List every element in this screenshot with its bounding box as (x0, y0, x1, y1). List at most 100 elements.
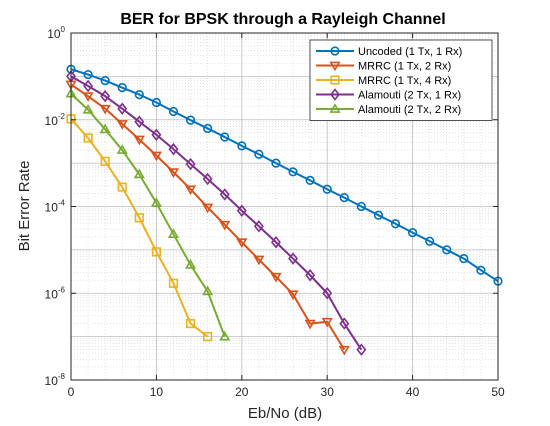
series-line (70, 83, 346, 351)
x-tick-label: 30 (321, 385, 335, 399)
data-point (100, 89, 111, 103)
data-point (254, 149, 264, 159)
data-point (116, 120, 128, 130)
data-point (459, 253, 469, 264)
series-line (70, 92, 226, 337)
data-point (100, 75, 110, 86)
chart-title: BER for BPSK through a Rayleigh Channel (120, 11, 445, 28)
data-point (151, 128, 162, 142)
legend-entry: MRRC (1 Tx, 2 Rx) (316, 61, 451, 73)
x-tick-label: 40 (406, 385, 420, 399)
series-5 (65, 87, 231, 341)
legend-entry: Alamouti (2 Tx, 2 Rx) (316, 103, 461, 116)
data-point (202, 203, 214, 214)
data-point (339, 317, 350, 330)
data-point (184, 259, 197, 269)
data-point (167, 228, 180, 239)
data-point (236, 238, 248, 249)
data-point (83, 69, 93, 80)
data-point (270, 272, 282, 283)
data-point (288, 167, 298, 177)
legend-entry: Uncoded (1 Tx, 1 Rx) (316, 46, 462, 58)
y-axis-label: Bit Error Rate (16, 161, 33, 252)
data-point (236, 204, 247, 217)
y-tick-label: 10-6 (45, 285, 66, 301)
data-point (270, 236, 281, 249)
x-tick-label: 0 (68, 385, 75, 399)
data-point (150, 197, 162, 207)
data-point (202, 172, 213, 186)
legend-label: MRRC (1 Tx, 4 Rx) (358, 75, 451, 87)
data-point (322, 287, 333, 300)
x-axis-label: Eb/No (dB) (248, 405, 322, 422)
data-point (151, 247, 162, 257)
data-point (220, 132, 230, 142)
legend-entry: Alamouti (2 Tx, 1 Rx) (316, 88, 461, 102)
data-point (330, 88, 340, 101)
data-point (151, 97, 161, 108)
data-point (134, 213, 144, 223)
data-point (83, 133, 93, 143)
series-line (70, 118, 209, 338)
data-point (167, 168, 180, 178)
data-point (338, 345, 350, 356)
data-point (203, 123, 213, 134)
x-tick-label: 20 (235, 385, 249, 399)
data-point (253, 255, 265, 266)
data-point (425, 236, 435, 246)
data-point (329, 61, 341, 72)
x-tick-label: 10 (150, 385, 164, 399)
data-point (82, 92, 94, 102)
data-point (356, 201, 366, 212)
data-point (117, 83, 127, 93)
data-point (219, 188, 230, 201)
y-tick-label: 10-2 (45, 112, 66, 128)
data-point (329, 103, 341, 113)
legend-entry: MRRC (1 Tx, 4 Rx) (316, 75, 451, 87)
legend-label: MRRC (1 Tx, 2 Rx) (358, 61, 451, 73)
data-point (476, 265, 486, 275)
data-point (305, 269, 316, 282)
ticks: 0 10 20 30 40 50 100 10-2 10-4 10-6 10-8 (45, 25, 505, 399)
data-point (82, 103, 94, 114)
data-point (83, 79, 94, 93)
data-point (287, 290, 299, 300)
data-point (330, 46, 340, 56)
data-point (117, 182, 127, 192)
grid (70, 32, 499, 381)
data-point (168, 106, 179, 117)
data-point (390, 219, 401, 229)
data-point (184, 185, 197, 196)
data-point (271, 158, 281, 168)
data-point (304, 319, 316, 330)
data-point (356, 343, 367, 356)
legend-label: Alamouti (2 Tx, 1 Rx) (358, 90, 461, 102)
data-point (237, 141, 247, 151)
data-point (219, 330, 231, 341)
data-point (185, 318, 196, 329)
y-tick-label: 100 (47, 25, 65, 41)
data-point (99, 104, 111, 115)
legend: Uncoded (1 Tx, 1 Rx) MRRC (1 Tx, 2 Rx) MRR… (309, 39, 493, 121)
data-point (288, 252, 299, 265)
data-point (373, 210, 384, 220)
data-point (133, 135, 145, 146)
data-point (305, 175, 315, 185)
data-point (330, 75, 340, 85)
y-tick-label: 10-8 (45, 372, 66, 388)
series-group (65, 64, 503, 356)
data-point (100, 156, 110, 166)
data-point (253, 220, 264, 233)
data-point (202, 285, 214, 296)
x-tick-label: 50 (491, 385, 505, 399)
data-point (134, 115, 145, 128)
data-point (168, 142, 179, 156)
data-point (322, 184, 332, 194)
series-4 (66, 70, 367, 356)
data-point (99, 123, 111, 134)
data-point (219, 220, 231, 231)
data-point (185, 115, 196, 125)
data-point (442, 245, 452, 255)
data-point (203, 332, 213, 342)
